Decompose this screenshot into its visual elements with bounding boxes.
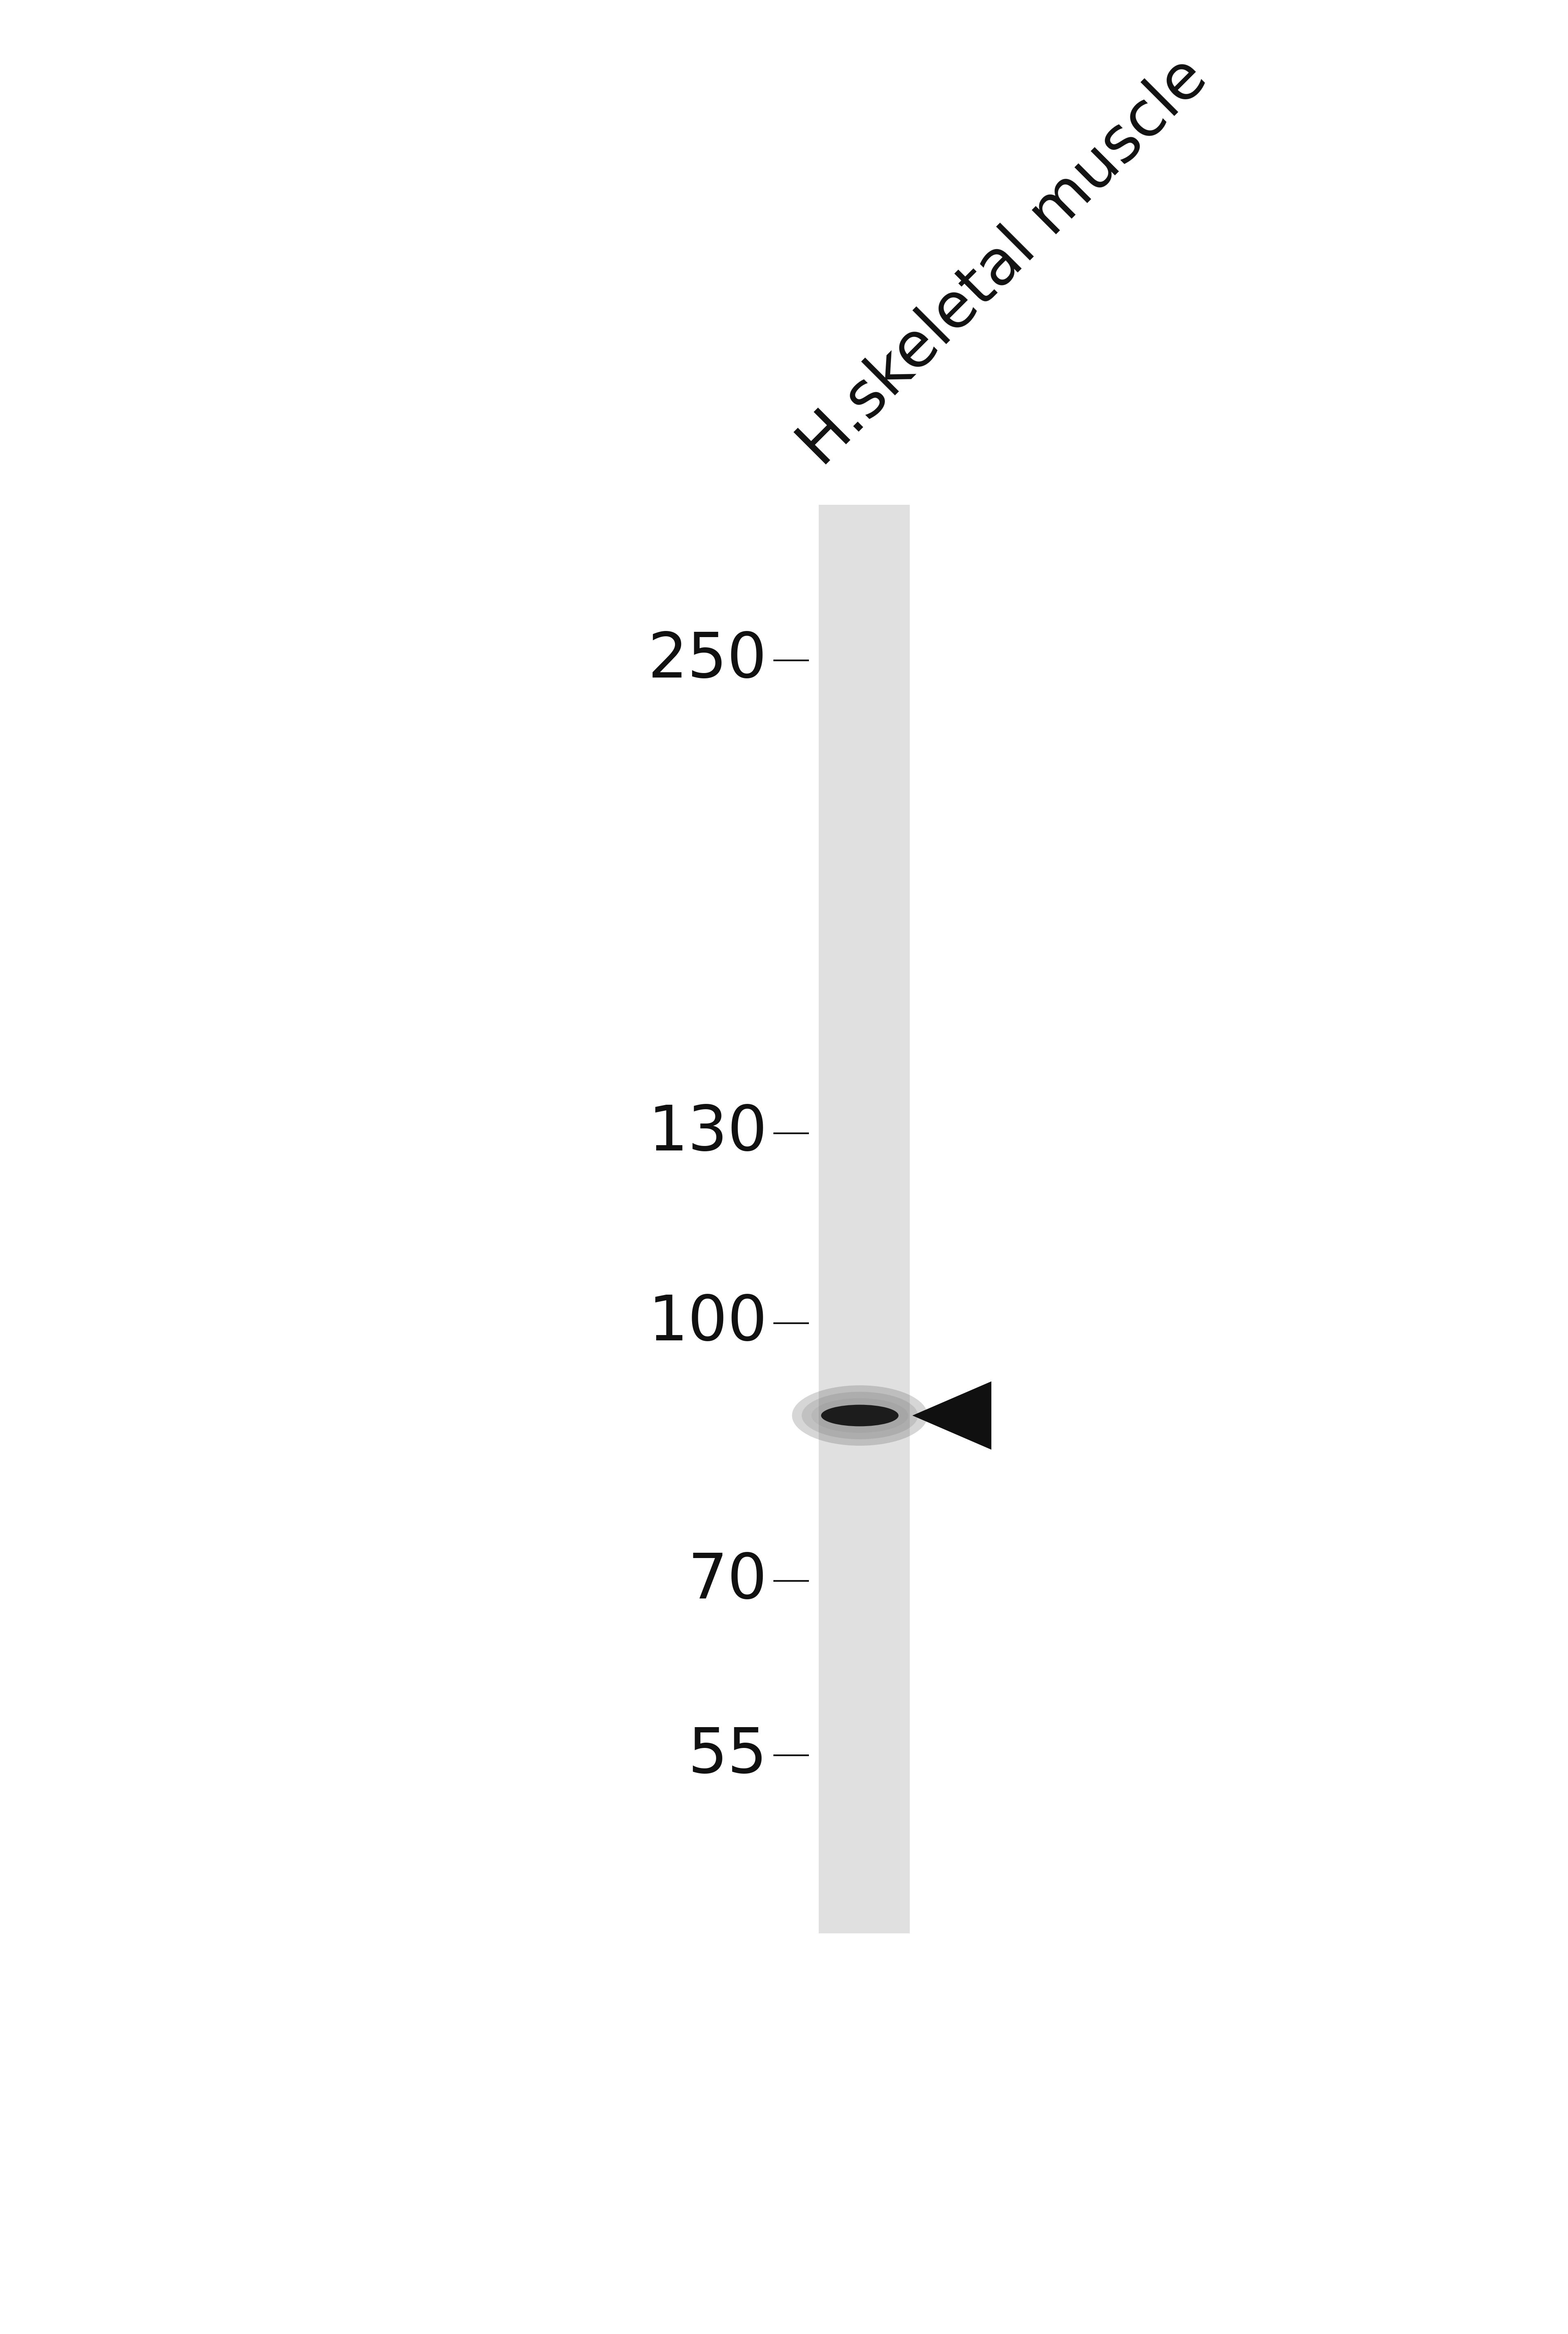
Text: H.skeletal muscle: H.skeletal muscle — [789, 47, 1218, 478]
Text: 130: 130 — [648, 1104, 767, 1165]
Text: 55: 55 — [688, 1725, 767, 1786]
Text: 100: 100 — [648, 1293, 767, 1354]
Text: 250: 250 — [648, 630, 767, 691]
Polygon shape — [913, 1382, 991, 1449]
Text: 70: 70 — [688, 1550, 767, 1610]
Ellipse shape — [811, 1398, 908, 1433]
Ellipse shape — [792, 1386, 928, 1445]
Ellipse shape — [801, 1391, 917, 1440]
Ellipse shape — [822, 1405, 898, 1426]
Bar — [818, 504, 909, 1933]
